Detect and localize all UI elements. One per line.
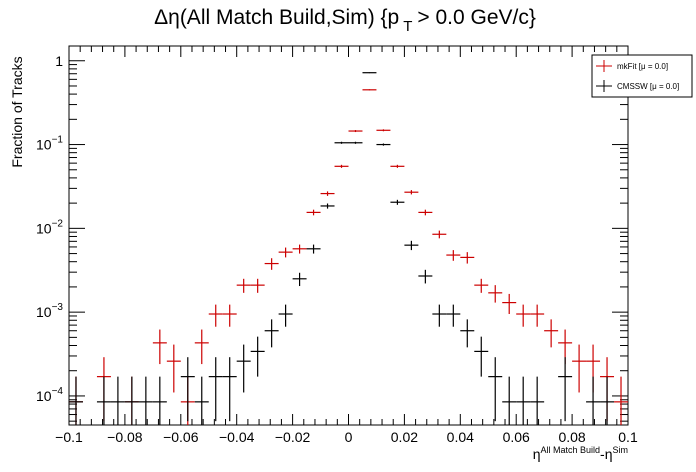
data-point [334, 164, 349, 168]
x-tick-label: −0.04 [219, 429, 255, 445]
data-point [236, 278, 251, 293]
data-point [180, 357, 195, 422]
data-point [320, 191, 335, 196]
x-tick-label: 0.02 [391, 429, 418, 445]
legend-entry-mkfit: mkFit [μ = 0.0] [596, 60, 668, 72]
x-tick-label: −0.08 [107, 429, 143, 445]
data-point [614, 376, 628, 425]
data-point [152, 376, 167, 425]
data-point [474, 336, 489, 377]
data-point [572, 344, 587, 393]
chart-title: Δη(All Match Build,Sim) {p T > 0.0 GeV/c} [154, 6, 536, 35]
data-point [264, 258, 279, 270]
data-point [278, 304, 293, 327]
legend: mkFit [μ = 0.0] CMSSW [μ = 0.0] [591, 54, 693, 98]
x-axis: −0.1 −0.08 −0.06 −0.04 −0.02 0 0.02 0.04 0.06 0.0… [55, 46, 638, 445]
data-point [474, 278, 489, 293]
x-tick-label: −0.06 [163, 429, 199, 445]
data-point [138, 376, 153, 425]
data-point [530, 376, 545, 425]
data-point [348, 141, 363, 144]
data-point [516, 304, 531, 327]
data-point [376, 143, 391, 146]
data-point [544, 319, 559, 348]
data-point [446, 250, 461, 261]
y-tick-label: 10−1 [36, 135, 63, 153]
x-tick-label: 0.04 [447, 429, 474, 445]
data-point [96, 376, 111, 425]
data-point [69, 376, 83, 425]
data-point [460, 252, 475, 264]
x-tick-label: −0.02 [275, 429, 311, 445]
data-point [152, 329, 167, 365]
legend-box [591, 54, 693, 98]
x-tick-label: 0 [345, 429, 353, 445]
series-layer [69, 72, 628, 425]
data-point [432, 230, 447, 239]
data-point [320, 203, 335, 209]
plot-area: −0.1 −0.08 −0.06 −0.04 −0.02 0 0.02 0.04 0.06 0.0… [36, 45, 638, 445]
data-point [586, 376, 601, 425]
data-point [390, 199, 405, 205]
x-axis-title: ηAll Match Build-ηSim [533, 445, 628, 462]
y-tick-label: 10−2 [36, 218, 63, 236]
legend-label-mkfit: mkFit [μ = 0.0] [617, 62, 668, 71]
data-point [124, 376, 139, 425]
data-point [446, 304, 461, 327]
data-point [502, 376, 517, 425]
data-point [418, 269, 433, 284]
data-point [600, 376, 615, 425]
y-axis-title: Fraction of Tracks [9, 56, 25, 167]
legend-label-cmssw: CMSSW [μ = 0.0] [617, 82, 679, 91]
data-point [334, 141, 349, 144]
x-tick-label: 0.1 [618, 429, 638, 445]
data-point [110, 376, 125, 425]
data-point [250, 336, 265, 377]
data-point [278, 247, 293, 258]
data-point [362, 72, 377, 74]
x-tick-label: 0.08 [558, 429, 585, 445]
data-point [236, 344, 251, 393]
data-point [390, 164, 405, 168]
data-point [488, 285, 503, 303]
x-tick-label: 0.06 [503, 429, 530, 445]
data-point [516, 376, 531, 425]
legend-entry-cmssw: CMSSW [μ = 0.0] [596, 80, 679, 92]
data-point [292, 272, 307, 287]
data-point [208, 304, 223, 327]
y-tick-label: 10−3 [36, 302, 63, 320]
data-point [348, 130, 363, 133]
series-1 [69, 72, 615, 425]
data-point [194, 376, 209, 425]
data-point [432, 304, 447, 327]
data-point [306, 244, 321, 254]
data-point [222, 304, 237, 327]
data-point [208, 357, 223, 422]
data-point [362, 89, 377, 91]
data-point [166, 344, 181, 393]
data-point [250, 278, 265, 293]
y-tick-label: 10−4 [36, 386, 63, 404]
data-point [376, 129, 391, 132]
data-point [404, 240, 419, 251]
data-point [558, 357, 573, 422]
data-point [404, 190, 419, 195]
data-point [292, 244, 307, 254]
data-point [194, 329, 209, 365]
data-point [418, 209, 433, 216]
data-point [222, 357, 237, 422]
x-tick-label: −0.1 [55, 429, 83, 445]
data-point [264, 319, 279, 348]
data-point [488, 357, 503, 422]
data-point [460, 319, 475, 348]
y-tick-label: 1 [55, 53, 63, 69]
data-point [530, 304, 545, 327]
y-axis: 10−4 10−3 10−2 10−1 1 [36, 53, 628, 422]
data-point [306, 209, 321, 216]
data-point [502, 293, 517, 315]
